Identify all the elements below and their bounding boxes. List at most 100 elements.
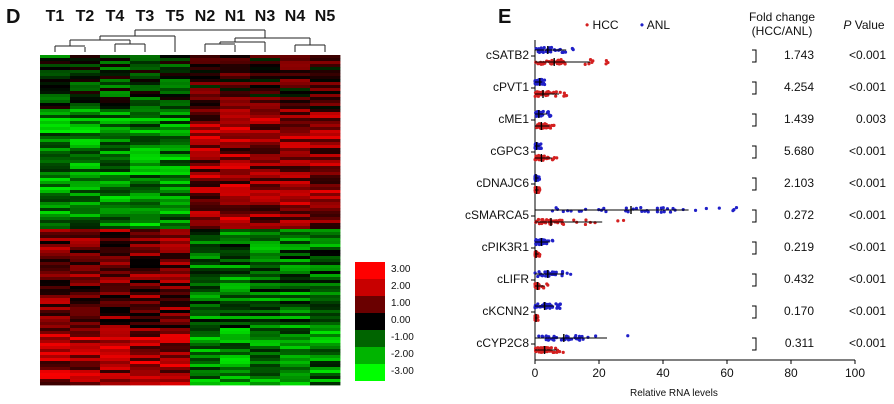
heatmap-cell: [310, 271, 341, 275]
heatmap-cell: [250, 247, 281, 251]
heatmap-cell: [250, 343, 281, 347]
heatmap-cell: [160, 262, 191, 266]
p-value: <0.001: [848, 304, 886, 318]
heatmap-cell: [70, 286, 101, 290]
heatmap-cell: [40, 355, 71, 359]
heatmap-cell: [40, 310, 71, 314]
heatmap-cell: [310, 85, 341, 89]
heatmap-cell: [250, 70, 281, 74]
anl-point: [542, 46, 546, 50]
heatmap-cell: [70, 196, 101, 200]
heatmap-cell: [250, 58, 281, 62]
heatmap-cell: [250, 91, 281, 95]
heatmap-cell: [40, 295, 71, 299]
heatmap-cell: [190, 181, 221, 185]
heatmap-cell: [70, 376, 101, 380]
heatmap-cell: [190, 184, 221, 188]
heatmap-cell: [220, 229, 251, 233]
heatmap-cell: [250, 97, 281, 101]
heatmap-cell: [40, 244, 71, 248]
heatmap-cell: [280, 76, 311, 80]
heatmap-cell: [190, 235, 221, 239]
heatmap-cell: [130, 145, 161, 149]
heatmap-cell: [160, 376, 191, 380]
column-label-t1: T1: [45, 8, 65, 25]
heatmap-cell: [310, 310, 341, 314]
heatmap-cell: [160, 241, 191, 245]
heatmap-cell: [130, 64, 161, 68]
heatmap-cell: [250, 361, 281, 365]
heatmap-cell: [40, 259, 71, 263]
heatmap-cell: [70, 229, 101, 233]
heatmap-cell: [70, 94, 101, 98]
heatmap-cell: [130, 346, 161, 350]
heatmap-cell: [220, 91, 251, 95]
heatmap-cell: [100, 217, 131, 221]
heatmap-cell: [190, 97, 221, 101]
anl-point: [639, 206, 643, 210]
anl-point: [732, 208, 736, 212]
anl-point: [558, 306, 562, 310]
heatmap-cell: [280, 175, 311, 179]
heatmap-cell: [70, 358, 101, 362]
heatmap-cell: [220, 130, 251, 134]
heatmap-cell: [100, 295, 131, 299]
heatmap-cell: [250, 79, 281, 83]
heatmap-cell: [40, 145, 71, 149]
heatmap-cell: [70, 370, 101, 374]
heatmap-cell: [160, 325, 191, 329]
heatmap-cell: [310, 94, 341, 98]
heatmap-cell: [100, 112, 131, 116]
heatmap-cell: [130, 232, 161, 236]
heatmap-cell: [40, 379, 71, 383]
heatmap-cell: [100, 196, 131, 200]
heatmap-cell: [250, 103, 281, 107]
heatmap-cell: [310, 91, 341, 95]
heatmap-cell: [160, 55, 191, 59]
heatmap-cell: [220, 355, 251, 359]
heatmap-cell: [190, 133, 221, 137]
heatmap-cell: [280, 181, 311, 185]
anl-point: [604, 209, 608, 214]
heatmap-cell: [160, 301, 191, 305]
anl-point: [640, 209, 644, 213]
heatmap-cell: [160, 151, 191, 155]
heatmap-cell: [250, 145, 281, 149]
heatmap-cell: [70, 70, 101, 74]
heatmap-cell: [220, 112, 251, 116]
heatmap-cell: [100, 133, 131, 137]
heatmap-cell: [100, 82, 131, 86]
heatmap-cell: [130, 253, 161, 257]
heatmap-cell: [250, 349, 281, 353]
heatmap-cell: [220, 271, 251, 275]
anl-point: [594, 334, 598, 338]
anl-point: [624, 206, 628, 210]
heatmap-cell: [190, 217, 221, 221]
heatmap-cell: [310, 205, 341, 209]
heatmap-cell: [280, 103, 311, 107]
heatmap-cell: [310, 97, 341, 101]
heatmap-cell: [70, 241, 101, 245]
heatmap-cell: [100, 67, 131, 71]
heatmap-cell: [310, 259, 341, 263]
legend: • HCC • ANL: [585, 18, 670, 32]
heatmap-cell: [220, 157, 251, 161]
heatmap-cell: [280, 187, 311, 191]
heatmap-cell: [130, 358, 161, 362]
heatmap-cell: [70, 250, 101, 254]
heatmap-cell: [280, 259, 311, 263]
heatmap-cell: [70, 64, 101, 68]
heatmap-cell: [310, 238, 341, 242]
heatmap-cell: [40, 76, 71, 80]
heatmap-cell: [130, 238, 161, 242]
heatmap-cell: [130, 127, 161, 131]
heatmap-cell: [70, 142, 101, 146]
anl-point: [626, 210, 630, 214]
heatmap-cell: [250, 235, 281, 239]
heatmap-cell: [310, 139, 341, 143]
heatmap-cell: [250, 352, 281, 356]
heatmap-cell: [250, 253, 281, 257]
heatmap-cell: [160, 172, 191, 176]
heatmap-cell: [310, 169, 341, 173]
